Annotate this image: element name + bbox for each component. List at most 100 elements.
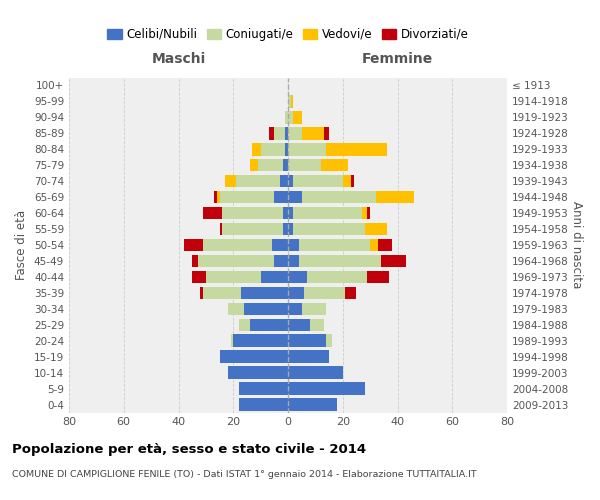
Text: Popolazione per età, sesso e stato civile - 2014: Popolazione per età, sesso e stato civil… [12,442,366,456]
Bar [291,95,293,108]
Bar [293,223,365,235]
Bar [258,159,283,172]
Bar [299,239,370,251]
Bar [365,223,386,235]
Bar [184,239,203,251]
Bar [274,127,285,140]
Bar [288,223,293,235]
Bar [302,302,326,315]
Bar [288,159,321,172]
Bar [197,254,274,267]
Bar [220,350,288,363]
Bar [288,270,307,283]
Bar [302,127,323,140]
Bar [307,270,367,283]
Bar [222,207,283,220]
Bar [241,286,288,299]
Bar [293,111,302,124]
Bar [288,111,293,124]
Bar [293,175,343,188]
Bar [302,191,376,203]
Bar [200,286,203,299]
Bar [239,398,288,410]
Bar [206,270,260,283]
Bar [250,318,288,331]
Bar [370,239,379,251]
Bar [299,254,381,267]
Bar [244,302,288,315]
Bar [230,334,233,347]
Bar [321,159,348,172]
Bar [250,159,258,172]
Bar [192,270,206,283]
Bar [203,239,272,251]
Bar [274,254,288,267]
Bar [288,207,293,220]
Bar [351,175,354,188]
Bar [288,127,302,140]
Bar [288,334,326,347]
Bar [236,175,280,188]
Bar [239,318,250,331]
Bar [288,254,299,267]
Bar [288,398,337,410]
Bar [220,191,274,203]
Bar [239,382,288,395]
Bar [362,207,367,220]
Bar [288,302,302,315]
Bar [228,302,244,315]
Bar [225,175,236,188]
Bar [288,95,291,108]
Bar [272,239,288,251]
Bar [288,350,329,363]
Bar [304,286,346,299]
Bar [326,334,332,347]
Bar [323,127,329,140]
Bar [346,286,356,299]
Bar [288,175,293,188]
Bar [326,143,386,156]
Bar [233,334,288,347]
Bar [228,366,288,379]
Bar [381,254,406,267]
Bar [203,207,222,220]
Legend: Celibi/Nubili, Coniugati/e, Vedovi/e, Divorziati/e: Celibi/Nubili, Coniugati/e, Vedovi/e, Di… [103,23,473,46]
Bar [222,223,283,235]
Bar [379,239,392,251]
Bar [253,143,260,156]
Bar [260,143,285,156]
Text: COMUNE DI CAMPIGLIONE FENILE (TO) - Dati ISTAT 1° gennaio 2014 - Elaborazione TU: COMUNE DI CAMPIGLIONE FENILE (TO) - Dati… [12,470,476,479]
Bar [310,318,323,331]
Bar [260,270,288,283]
Bar [269,127,274,140]
Bar [288,239,299,251]
Bar [274,191,288,203]
Text: Maschi: Maschi [151,52,206,66]
Bar [288,191,302,203]
Bar [283,223,288,235]
Bar [283,159,288,172]
Bar [285,111,288,124]
Bar [285,127,288,140]
Bar [288,143,326,156]
Bar [217,191,220,203]
Bar [293,207,362,220]
Bar [376,191,414,203]
Bar [214,191,217,203]
Bar [288,366,343,379]
Bar [285,143,288,156]
Bar [367,270,389,283]
Bar [283,207,288,220]
Bar [220,223,222,235]
Bar [203,286,241,299]
Bar [367,207,370,220]
Bar [288,318,310,331]
Bar [288,286,304,299]
Y-axis label: Anni di nascita: Anni di nascita [569,202,583,288]
Text: Femmine: Femmine [362,52,433,66]
Bar [343,175,351,188]
Bar [288,382,365,395]
Y-axis label: Fasce di età: Fasce di età [16,210,28,280]
Bar [192,254,197,267]
Bar [280,175,288,188]
